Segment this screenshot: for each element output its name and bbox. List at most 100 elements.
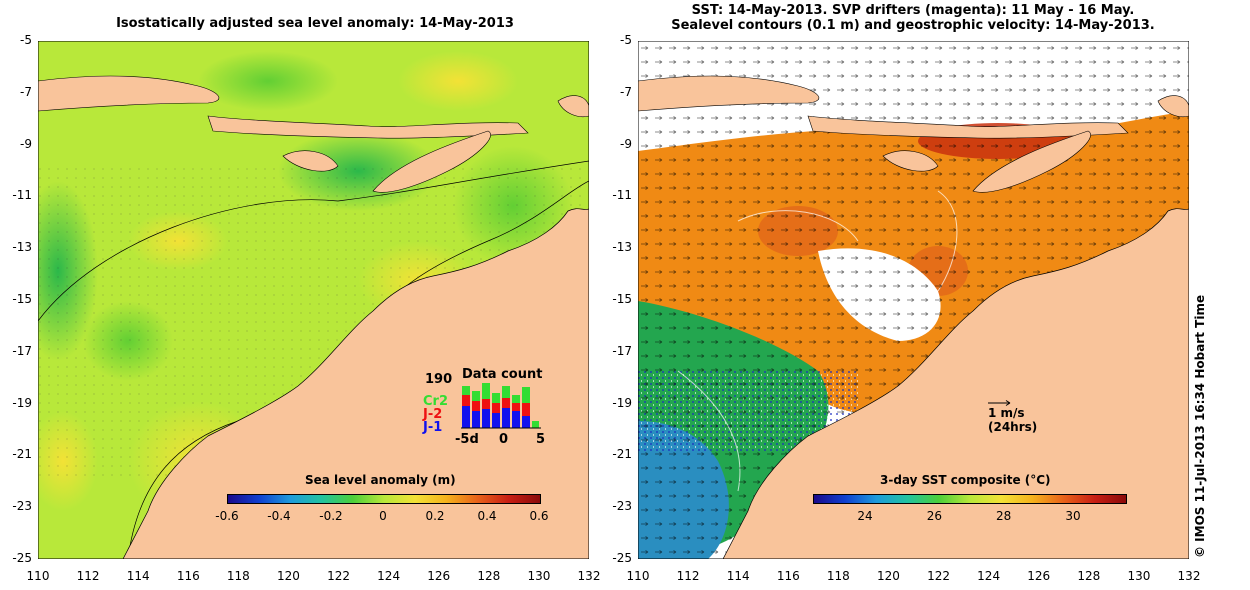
hist-bar-7 — [522, 387, 530, 428]
hist-bar-2 — [472, 391, 480, 428]
hist-bar-6 — [512, 395, 520, 428]
velocity-legend-speed: 1 m/s — [988, 406, 1025, 420]
left-panel-title: Isostatically adjusted sea level anomaly… — [116, 16, 514, 31]
left-lat-tick-label: -15 — [12, 292, 32, 306]
hist-bar-3 — [482, 383, 490, 428]
left-lon-tick-label: 112 — [76, 569, 100, 583]
left-lat-tick-label: -23 — [12, 499, 32, 514]
right-lat-tick-label: -5 — [620, 33, 632, 47]
sla-colorbar-tick: -0.2 — [319, 509, 343, 523]
right-lon-tick-label: 126 — [1027, 569, 1051, 583]
right-lat-tick-label: -21 — [612, 447, 632, 462]
right-lon-tick-label: 120 — [877, 569, 900, 583]
small-island-ne — [1157, 95, 1189, 118]
data-count-histogram — [461, 383, 541, 429]
lesser-sunda-islands — [807, 115, 1129, 139]
left-lon-tick-label: 116 — [176, 569, 200, 583]
sumba-island — [282, 150, 339, 172]
left-lat-tick-label: -19 — [12, 395, 32, 410]
hist-bar-5 — [502, 386, 510, 428]
right-lat-tick-label: -9 — [620, 136, 632, 151]
sla-colorbar-tick: -0.4 — [267, 509, 291, 523]
left-lon-tick-label: 126 — [427, 569, 451, 583]
right-lon-tick-label: 128 — [1077, 569, 1101, 583]
right-lat-tick-label: -7 — [620, 84, 632, 99]
left-lat-tick-label: -17 — [12, 343, 32, 358]
sla-colorbar-tick: 0.4 — [477, 509, 497, 523]
lesser-sunda-islands — [207, 115, 529, 139]
sst-colorbar-tick: 30 — [1065, 509, 1081, 523]
left-lon-tick-label: 124 — [377, 569, 401, 583]
right-lat-tick-label: -23 — [612, 499, 632, 514]
left-lat-tick-label: -13 — [12, 240, 32, 255]
java-island — [38, 75, 220, 112]
right-lat-tick-label: -19 — [612, 395, 632, 410]
sumba-island — [882, 150, 939, 172]
sla-colorbar-tick: -0.6 — [215, 509, 239, 523]
right-lat-tick-label: -13 — [612, 240, 632, 255]
right-lat-tick-label: -11 — [612, 188, 632, 203]
right-lon-tick-label: 112 — [676, 569, 700, 583]
right-lat-tick-label: -15 — [612, 292, 632, 306]
right-panel-title-line1: SST: 14-May-2013. SVP drifters (magenta)… — [691, 3, 1135, 18]
left-lat-tick-label: -21 — [12, 447, 32, 462]
sst-colorbar — [813, 494, 1127, 504]
right-lon-tick-label: 122 — [927, 569, 950, 583]
dc-xlabel-zero: 0 — [499, 432, 509, 447]
sla-colorbar — [227, 494, 541, 504]
right-lon-tick-label: 116 — [776, 569, 800, 583]
left-lon-tick-label: 130 — [527, 569, 551, 583]
sla-map — [38, 41, 589, 559]
mission-j1: J-1 — [423, 420, 443, 435]
australia-land — [722, 208, 1189, 559]
hist-bar-4 — [492, 393, 500, 428]
right-lon-tick-label: 110 — [626, 569, 650, 583]
right-lon-tick-label: 124 — [977, 569, 1001, 583]
left-lat-tick-label: -25 — [12, 551, 32, 565]
left-lat-tick-label: -5 — [20, 33, 32, 47]
sst-colorbar-tick: 26 — [926, 509, 942, 523]
right-lon-tick-label: 130 — [1127, 569, 1151, 583]
left-lat-tick-label: -7 — [20, 84, 32, 99]
small-island-ne — [557, 95, 589, 118]
sla-colorbar-title: Sea level anomaly (m) — [305, 473, 456, 487]
left-lon-tick-label: 132 — [577, 569, 601, 583]
velocity-legend-arrow — [988, 400, 1011, 406]
dc-xlabel-start: -5d — [455, 432, 479, 447]
dc-xlabel-end: 5 — [536, 432, 546, 447]
left-lon-tick-label: 118 — [226, 569, 250, 583]
right-panel-title-line2: Sealevel contours (0.1 m) and geostrophi… — [671, 18, 1155, 33]
left-lat-tick-label: -9 — [20, 136, 32, 151]
sst-colorbar-tick: 24 — [857, 509, 873, 523]
left-lon-tick-label: 114 — [126, 569, 150, 583]
left-lon-tick-label: 128 — [477, 569, 501, 583]
australia-land — [122, 208, 589, 559]
mission-cr2: Cr2 — [423, 394, 448, 409]
hist-bar-1 — [462, 386, 470, 428]
left-lon-tick-label: 110 — [26, 569, 50, 583]
data-count-title: Data count — [462, 367, 543, 382]
left-lon-tick-label: 120 — [277, 569, 300, 583]
right-lon-tick-label: 114 — [726, 569, 750, 583]
right-lat-tick-label: -25 — [612, 551, 632, 565]
left-lon-tick-label: 122 — [327, 569, 350, 583]
sst-map — [638, 41, 1189, 559]
data-count-max: 190 — [425, 372, 453, 387]
right-lon-tick-label: 132 — [1177, 569, 1201, 583]
sla-contour — [38, 160, 589, 322]
velocity-legend-duration: (24hrs) — [988, 420, 1038, 434]
timor-island — [972, 130, 1091, 193]
timor-island — [372, 130, 491, 193]
sst-colorbar-title: 3-day SST composite (°C) — [880, 473, 1051, 487]
sst-colorbar-tick: 28 — [996, 509, 1012, 523]
mission-j2: J-2 — [423, 407, 443, 422]
velocity-legend-label: 1 m/s (24hrs) — [988, 406, 1037, 434]
java-island — [638, 75, 820, 112]
imos-credit: © IMOS 11-Jul-2013 16:34 Hobart Time — [1193, 294, 1207, 558]
right-lon-tick-label: 118 — [826, 569, 850, 583]
right-lat-tick-label: -17 — [612, 343, 632, 358]
sla-colorbar-tick: 0 — [379, 509, 387, 523]
left-lat-tick-label: -11 — [12, 188, 32, 203]
sla-colorbar-tick: 0.2 — [425, 509, 445, 523]
hist-bar-8 — [532, 421, 539, 428]
